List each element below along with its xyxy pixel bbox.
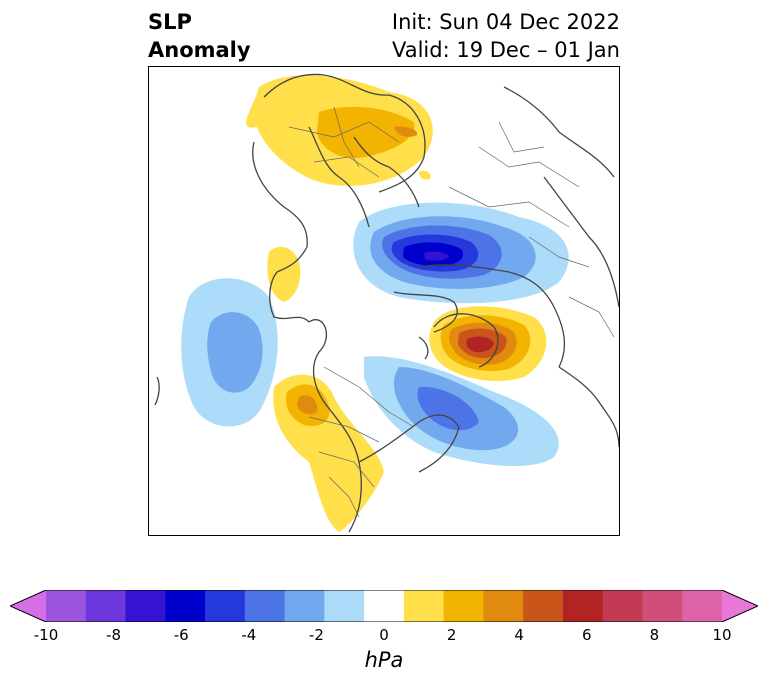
colorbar-tick-label: 2 — [446, 626, 457, 644]
positive-center-western-north-america — [267, 170, 431, 532]
colorbar — [10, 590, 758, 622]
colorbar-extend-max — [722, 590, 758, 622]
colorbar-tick-label: 4 — [514, 626, 524, 644]
colorbar-tick-label: 0 — [379, 626, 389, 644]
colorbar-tick-label: 10 — [712, 626, 732, 644]
map-subtitle: Init: Sun 04 Dec 2022 Valid: 19 Dec – 01… — [392, 8, 620, 64]
title-field: Anomaly — [148, 38, 251, 62]
colorbar-segment — [602, 590, 643, 622]
colorbar-segment — [125, 590, 166, 622]
colorbar-segment — [244, 590, 286, 622]
colorbar-tick-label: 8 — [649, 626, 660, 644]
colorbar-segment — [562, 590, 604, 622]
colorbar-segment — [523, 590, 564, 622]
positive-center-greenland-europe — [429, 306, 547, 382]
colorbar-segment — [284, 590, 325, 622]
colorbar-segment — [483, 590, 524, 622]
anomaly-map — [148, 66, 620, 536]
colorbar-segment — [642, 590, 683, 622]
colorbar-unit: hPa — [364, 648, 404, 672]
colorbar-segment — [443, 590, 484, 622]
country-borders — [288, 106, 615, 518]
negative-center-north-pacific — [149, 278, 278, 427]
colorbar-tick-label: -10 — [33, 626, 59, 644]
colorbar-segment — [403, 590, 445, 622]
negative-center-north-atlantic — [364, 356, 559, 467]
colorbar-extend-min — [10, 590, 46, 622]
colorbar-tick-label: 6 — [582, 626, 592, 644]
colorbar-segment — [165, 590, 206, 622]
colorbar-tick-label: -4 — [241, 626, 257, 644]
colorbar-segment — [364, 590, 405, 622]
map-svg — [149, 73, 619, 533]
colorbar-tick-label: -8 — [106, 626, 122, 644]
colorbar-tick-label: -6 — [173, 626, 189, 644]
map-title: SLP Anomaly — [148, 8, 251, 64]
colorbar-tick-labels: -10 -8 -6 -4 -2 0 2 4 6 8 10 — [0, 626, 768, 646]
colorbar-segment — [324, 590, 365, 622]
negative-center-arctic — [353, 202, 569, 304]
colorbar-segment — [46, 590, 87, 622]
title-variable: SLP — [148, 10, 192, 34]
init-date: Init: Sun 04 Dec 2022 — [391, 10, 620, 34]
colorbar-segment — [85, 590, 127, 622]
colorbar-segment — [205, 590, 246, 622]
coastlines — [154, 73, 619, 533]
colorbar-tick-label: -2 — [308, 626, 324, 644]
colorbar-segment — [682, 590, 723, 622]
valid-period: Valid: 19 Dec – 01 Jan — [391, 38, 620, 62]
positive-center-scandinavia-siberia — [246, 75, 433, 186]
